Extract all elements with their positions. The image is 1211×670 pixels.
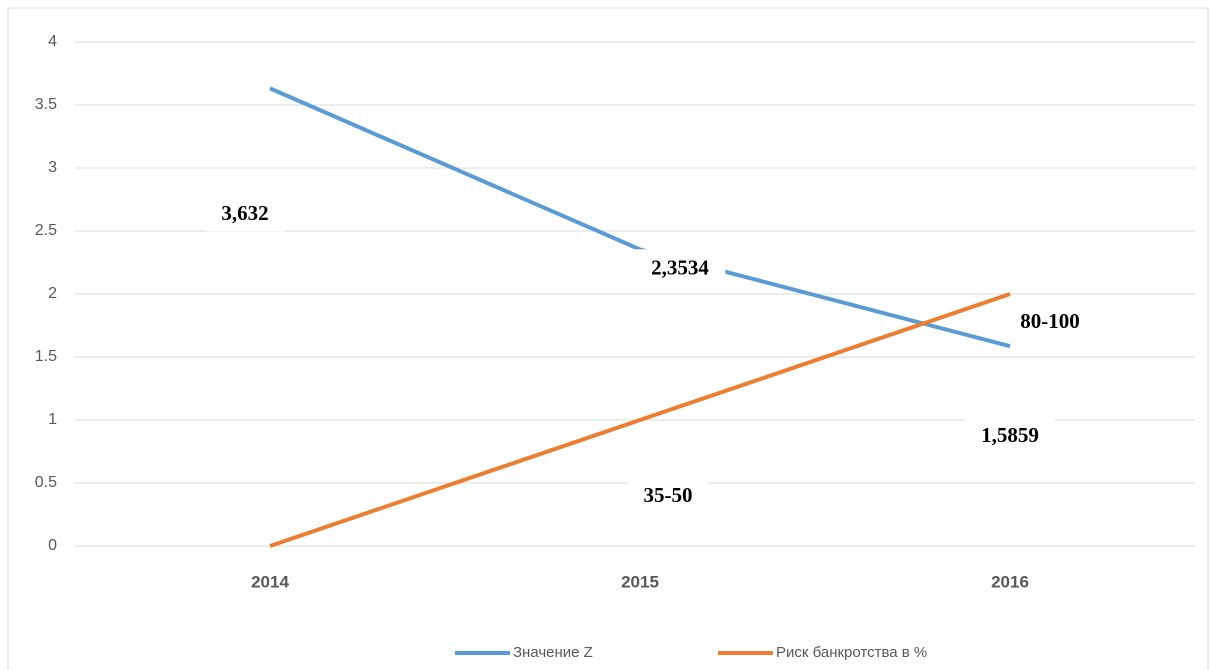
y-tick-label: 2 [48,285,57,302]
data-label: 35-50 [644,483,693,507]
data-label: 80-100 [1020,309,1080,333]
label-bg [1004,302,1096,339]
label-bg [635,249,726,286]
y-tick-label: 0.5 [35,474,57,491]
y-tick-label: 1 [48,411,57,428]
legend-label: Значение Z [513,644,593,661]
y-tick-label: 2.5 [35,222,57,239]
x-tick-label: 2016 [991,572,1029,591]
data-label: 3,632 [221,201,268,225]
y-tick-label: 4 [48,33,57,50]
x-tick-label: 2015 [621,572,659,591]
data-label: 2,3534 [651,255,709,279]
y-tick-label: 3.5 [35,96,57,113]
y-tick-label: 0 [48,537,57,554]
y-tick-label: 1.5 [35,348,57,365]
label-bg [205,195,285,232]
data-label: 1,5859 [981,423,1039,447]
label-bg [965,416,1055,453]
y-tick-label: 3 [48,159,57,176]
label-bg [627,476,709,513]
line-series [269,292,1011,548]
legend-label: Риск банкротства в % [776,644,927,661]
x-tick-label: 2014 [251,572,289,591]
chart-frame [7,7,1209,670]
